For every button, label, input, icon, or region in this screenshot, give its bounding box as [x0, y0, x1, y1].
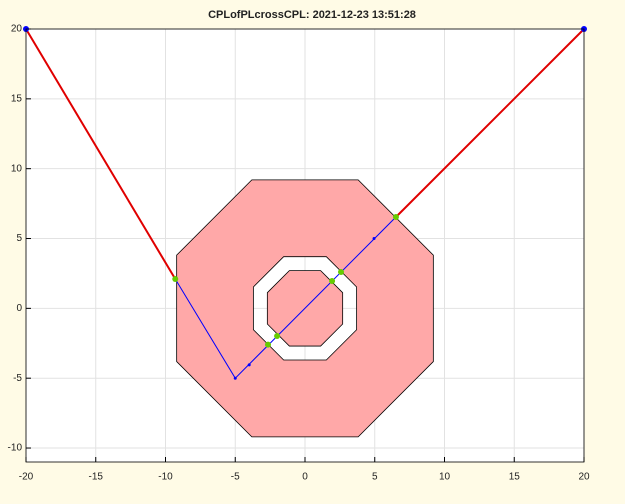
y-tick-label: 10	[11, 163, 23, 174]
marker	[274, 333, 281, 340]
marker	[233, 376, 237, 380]
y-tick-label: -10	[8, 443, 23, 454]
x-tick-label: 20	[578, 472, 590, 483]
x-tick-label: -10	[158, 472, 173, 483]
marker	[247, 363, 251, 367]
marker	[172, 276, 179, 283]
x-tick-label: -15	[89, 472, 104, 483]
marker	[329, 277, 336, 284]
line	[25, 28, 585, 280]
axes-box	[25, 28, 585, 463]
y-tick-label: 15	[11, 93, 23, 104]
chart-title: CPLofPLcrossCPL: 2021-12-23 13:51:28	[208, 9, 416, 21]
y-tick-label: 0	[16, 303, 22, 314]
marker	[372, 237, 376, 241]
x-tick-label: -5	[231, 472, 240, 483]
x-tick-label: 15	[509, 472, 521, 483]
marker	[392, 214, 399, 221]
y-tick-label: 20	[11, 24, 23, 35]
x-tick-label: 10	[439, 472, 451, 483]
x-tick-label: 5	[372, 472, 378, 483]
x-tick-label: -20	[19, 472, 34, 483]
x-tick-label: 0	[302, 472, 308, 483]
marker	[265, 341, 272, 348]
y-tick-label: -5	[13, 373, 22, 384]
y-tick-label: 5	[16, 233, 22, 244]
marker	[337, 269, 344, 276]
